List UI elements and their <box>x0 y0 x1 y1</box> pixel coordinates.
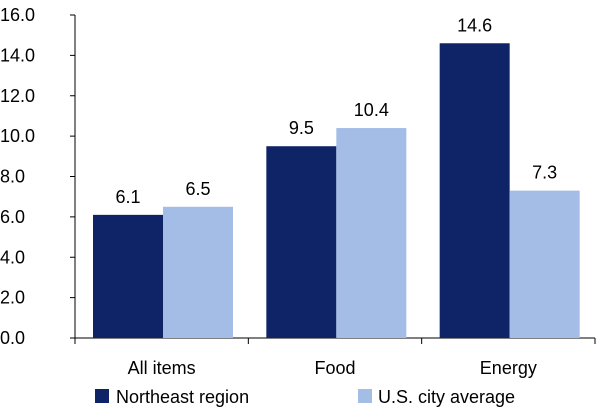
data-label: 7.3 <box>532 163 557 183</box>
bars <box>93 43 580 338</box>
x-tick-label: Energy <box>480 358 537 378</box>
data-label: 6.1 <box>115 187 140 207</box>
y-tick-label: 2.0 <box>0 288 25 308</box>
y-tick-label: 8.0 <box>0 167 25 187</box>
legend-swatch <box>358 389 372 403</box>
x-axis-ticks: All items Food Energy <box>128 358 537 378</box>
data-labels: 6.1 6.5 9.5 10.4 14.6 7.3 <box>115 15 557 207</box>
x-tick-label: All items <box>128 358 196 378</box>
data-label: 6.5 <box>185 179 210 199</box>
bar-us-average <box>509 190 580 338</box>
y-tick-label: 0.0 <box>0 328 25 348</box>
data-label: 14.6 <box>457 15 492 35</box>
bar-northeast <box>266 146 337 338</box>
bar-us-average <box>163 206 233 338</box>
data-label: 10.4 <box>354 100 389 120</box>
data-label: 9.5 <box>289 118 314 138</box>
legend-swatch <box>95 389 109 403</box>
bar-us-average <box>336 128 407 338</box>
x-tick-label: Food <box>314 358 355 378</box>
legend-label: Northeast region <box>116 387 249 407</box>
bar-northeast <box>93 214 163 338</box>
bar-northeast <box>439 43 510 338</box>
y-tick-label: 6.0 <box>0 207 25 227</box>
y-tick-label: 16.0 <box>0 5 35 25</box>
legend-label: U.S. city average <box>378 387 515 407</box>
y-axis-ticks: 0.0 2.0 4.0 6.0 8.0 10.0 12.0 14.0 16.0 <box>0 5 75 348</box>
legend: Northeast region U.S. city average <box>95 387 515 407</box>
y-tick-label: 10.0 <box>0 126 35 146</box>
y-tick-label: 12.0 <box>0 86 35 106</box>
y-tick-label: 4.0 <box>0 247 25 267</box>
y-tick-label: 14.0 <box>0 45 35 65</box>
